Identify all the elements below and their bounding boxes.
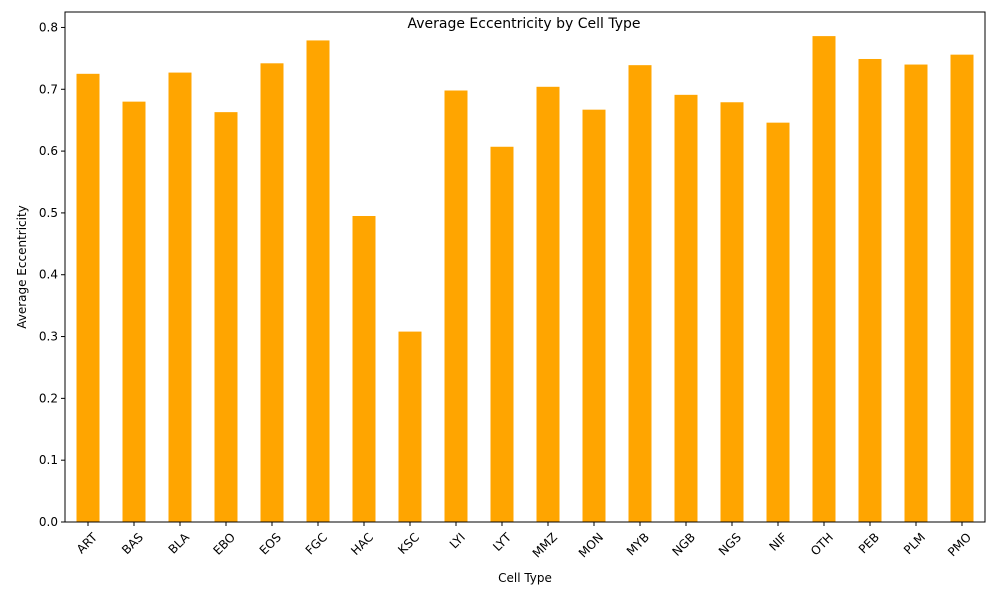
x-tick-label: BLA <box>166 530 193 557</box>
y-tick-label: 0.0 <box>39 515 58 529</box>
y-tick-label: 0.5 <box>39 206 58 220</box>
x-tick-label: EBO <box>210 530 238 558</box>
x-tick-label: EOS <box>257 530 284 557</box>
bar-ngb <box>674 94 698 522</box>
y-tick-label: 0.3 <box>39 330 58 344</box>
chart-title: Average Eccentricity by Cell Type <box>407 16 640 32</box>
plot-frame <box>64 11 986 523</box>
x-axis-label: Cell Type <box>498 571 552 585</box>
bar-pmo <box>950 54 974 523</box>
bar-ngs <box>720 102 744 522</box>
x-tick-label: MMZ <box>530 530 560 560</box>
x-tick-label: BAS <box>119 530 146 557</box>
bar-plm <box>904 64 928 522</box>
x-tick-label: LYT <box>490 530 514 554</box>
bar-ksc <box>398 331 422 522</box>
bar-mon <box>582 109 606 522</box>
y-axis-label: Average Eccentricity <box>15 205 29 329</box>
x-tick-label: NGB <box>669 530 698 559</box>
x-axis: ART BAS BLA EBO EOS FGC HAC KSC LYI LYT MMZ MON MYB N… <box>74 522 974 561</box>
bar-art <box>76 73 100 523</box>
bar-mmz <box>536 86 560 523</box>
y-axis: 0.0 0.1 0.2 0.3 0.4 0.5 0.6 0.7 0.8 <box>39 20 65 529</box>
x-tick-label: NGS <box>716 530 744 558</box>
x-tick-label: NIF <box>766 530 790 554</box>
x-tick-label: HAC <box>348 530 376 558</box>
bar-peb <box>858 58 882 523</box>
bar-lyt <box>490 146 514 522</box>
bar-hac <box>352 216 376 522</box>
bar-nif <box>766 122 790 523</box>
x-tick-label: KSC <box>395 530 422 557</box>
y-tick-label: 0.6 <box>39 144 58 158</box>
bar-lyi <box>444 90 468 522</box>
x-tick-label: MYB <box>624 530 652 558</box>
x-tick-label: PLM <box>901 530 928 557</box>
bar-oth <box>812 36 836 522</box>
y-tick-label: 0.1 <box>39 453 58 467</box>
x-tick-label: OTH <box>808 530 836 558</box>
x-tick-label: PMO <box>945 530 974 559</box>
y-tick-label: 0.4 <box>39 268 58 282</box>
bar-fgc <box>306 40 330 522</box>
bar-eos <box>260 63 284 523</box>
bar-ebo <box>214 112 238 523</box>
x-tick-label: LYI <box>447 530 468 551</box>
bar-bla <box>168 72 192 522</box>
bar-myb <box>628 65 652 522</box>
y-tick-label: 0.7 <box>39 82 58 96</box>
bar-bas <box>122 101 146 523</box>
x-tick-label: MON <box>576 530 606 560</box>
x-tick-label: ART <box>74 530 101 557</box>
y-tick-label: 0.8 <box>39 20 58 34</box>
x-tick-label: PEB <box>856 530 882 556</box>
bars-group <box>76 36 974 523</box>
x-tick-label: FGC <box>303 530 330 557</box>
y-tick-label: 0.2 <box>39 391 58 405</box>
